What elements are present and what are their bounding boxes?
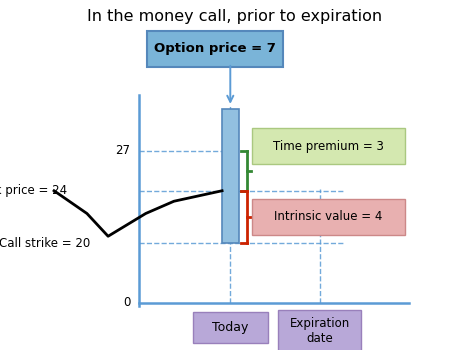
Text: Call strike = 20: Call strike = 20	[0, 237, 90, 250]
Text: Today: Today	[212, 321, 249, 334]
Text: Stock price = 24: Stock price = 24	[0, 184, 67, 197]
Text: Option price = 7: Option price = 7	[154, 42, 276, 55]
FancyBboxPatch shape	[147, 31, 283, 66]
FancyBboxPatch shape	[222, 108, 238, 243]
Text: 27: 27	[115, 144, 130, 157]
FancyBboxPatch shape	[252, 199, 405, 235]
FancyBboxPatch shape	[193, 312, 268, 343]
Text: Time premium = 3: Time premium = 3	[273, 140, 384, 153]
FancyBboxPatch shape	[278, 310, 361, 350]
Text: 0: 0	[123, 296, 130, 309]
Text: Intrinsic value = 4: Intrinsic value = 4	[274, 210, 383, 224]
Text: Expiration
date: Expiration date	[290, 317, 350, 345]
FancyBboxPatch shape	[252, 128, 405, 164]
Text: In the money call, prior to expiration: In the money call, prior to expiration	[87, 9, 383, 24]
